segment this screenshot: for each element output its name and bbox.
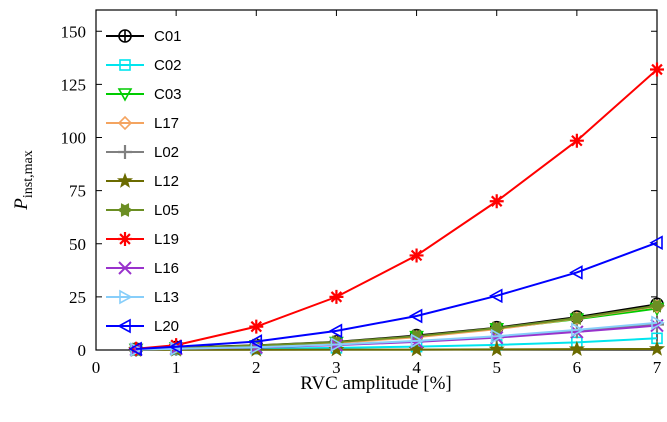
legend-item-l17: L17 — [106, 115, 179, 132]
legend-item-l02: L02 — [106, 144, 179, 161]
legend-item-l19: L19 — [106, 231, 179, 248]
y-axis-label-sub: inst,max — [21, 150, 36, 198]
legend-label-c02: C02 — [154, 57, 182, 74]
legend-item-l20: L20 — [106, 318, 179, 335]
legend-label-l05: L05 — [154, 202, 179, 219]
x-tick-label: 7 — [653, 358, 662, 377]
y-axis-label-main: P — [11, 198, 32, 211]
data-point-l19 — [489, 194, 504, 209]
legend-marker-l19 — [118, 232, 132, 246]
legend-label-l19: L19 — [154, 231, 179, 248]
y-tick-label: 25 — [69, 288, 86, 307]
data-point-l20 — [168, 339, 182, 355]
legend-marker-l16 — [118, 261, 132, 275]
data-point-l13 — [410, 333, 425, 349]
data-point-l05 — [649, 298, 665, 313]
legend-marker-l20 — [117, 318, 131, 334]
legend-marker-l13 — [119, 289, 133, 305]
y-tick-label: 100 — [61, 129, 87, 148]
legend-item-c01: C01 — [106, 28, 182, 45]
data-point-l19 — [409, 248, 424, 263]
x-tick-label: 0 — [92, 358, 101, 377]
legend-label-l02: L02 — [154, 144, 179, 161]
data-point-l13 — [330, 337, 345, 352]
x-tick-label: 3 — [332, 358, 341, 377]
y-axis-label: Pinst,max — [11, 150, 36, 210]
data-point-l19 — [569, 133, 584, 148]
data-point-l20 — [489, 288, 503, 304]
legend-item-l12: L12 — [106, 172, 179, 190]
data-point-l19 — [650, 62, 664, 77]
series-l20 — [128, 235, 663, 357]
legend-label-l20: L20 — [154, 318, 179, 335]
data-point-l19 — [249, 319, 264, 334]
legend-marker-c03 — [117, 88, 133, 102]
legend-label-l16: L16 — [154, 260, 179, 277]
legend-item-l13: L13 — [106, 289, 179, 306]
y-tick-label: 150 — [61, 22, 87, 41]
legend-marker-c02 — [119, 59, 131, 71]
x-tick-label: 6 — [573, 358, 582, 377]
legend-label-l13: L13 — [154, 289, 179, 306]
legend: C01 C02 C03 L17 L02 L12 L05 L19 L16 L13 L20 — [106, 28, 182, 335]
y-tick-label: 75 — [69, 182, 86, 201]
legend-item-l16: L16 — [106, 260, 179, 277]
data-point-l13 — [490, 328, 505, 344]
x-tick-label: 5 — [492, 358, 501, 377]
data-point-l05 — [568, 311, 585, 326]
data-point-l20 — [328, 323, 343, 339]
data-point-l20 — [248, 334, 263, 349]
x-tick-label: 2 — [252, 358, 261, 377]
legend-label-c03: C03 — [154, 86, 182, 103]
legend-label-c01: C01 — [154, 28, 182, 45]
marker-cross-lines — [119, 30, 131, 42]
data-point-l12 — [568, 340, 585, 356]
data-point-l20 — [408, 308, 423, 324]
legend-item-l05: L05 — [106, 202, 179, 219]
data-point-l20 — [569, 265, 583, 280]
series-layer — [128, 62, 666, 358]
data-point-l13 — [170, 341, 184, 357]
y-tick-label: 0 — [78, 341, 87, 360]
x-tick-label: 4 — [412, 358, 421, 377]
legend-marker-l12 — [116, 172, 134, 188]
data-point-l12 — [648, 340, 666, 356]
y-tick-label: 50 — [69, 235, 86, 254]
data-point-l12 — [488, 340, 505, 357]
series-line-l13 — [136, 321, 658, 351]
legend-label-l12: L12 — [154, 173, 179, 190]
series-line-l19 — [135, 68, 658, 350]
series-l19 — [129, 62, 664, 356]
series-line-l12 — [136, 347, 658, 351]
x-tick-label: 1 — [172, 358, 181, 377]
legend-marker-l17 — [117, 115, 133, 131]
data-point-l20 — [649, 235, 663, 251]
legend-marker-c01 — [118, 29, 132, 43]
legend-marker-l02 — [118, 145, 132, 159]
x-axis-label: RVC amplitude [%] — [300, 373, 452, 394]
data-point-l13 — [571, 322, 585, 338]
data-point-l20 — [128, 341, 142, 357]
legend-marker-l05 — [117, 203, 133, 217]
data-point-l13 — [651, 315, 665, 331]
series-line-l20 — [136, 241, 658, 350]
y-tick-label: 125 — [61, 75, 87, 94]
axis-ticks: 0 1 2 3 4 5 6 7 0 25 50 75 100 125 150 — [61, 10, 662, 377]
legend-item-c03: C03 — [106, 86, 182, 103]
data-point-l19 — [329, 289, 344, 304]
legend-label-l17: L17 — [154, 115, 179, 132]
legend-item-c02: C02 — [106, 57, 182, 74]
